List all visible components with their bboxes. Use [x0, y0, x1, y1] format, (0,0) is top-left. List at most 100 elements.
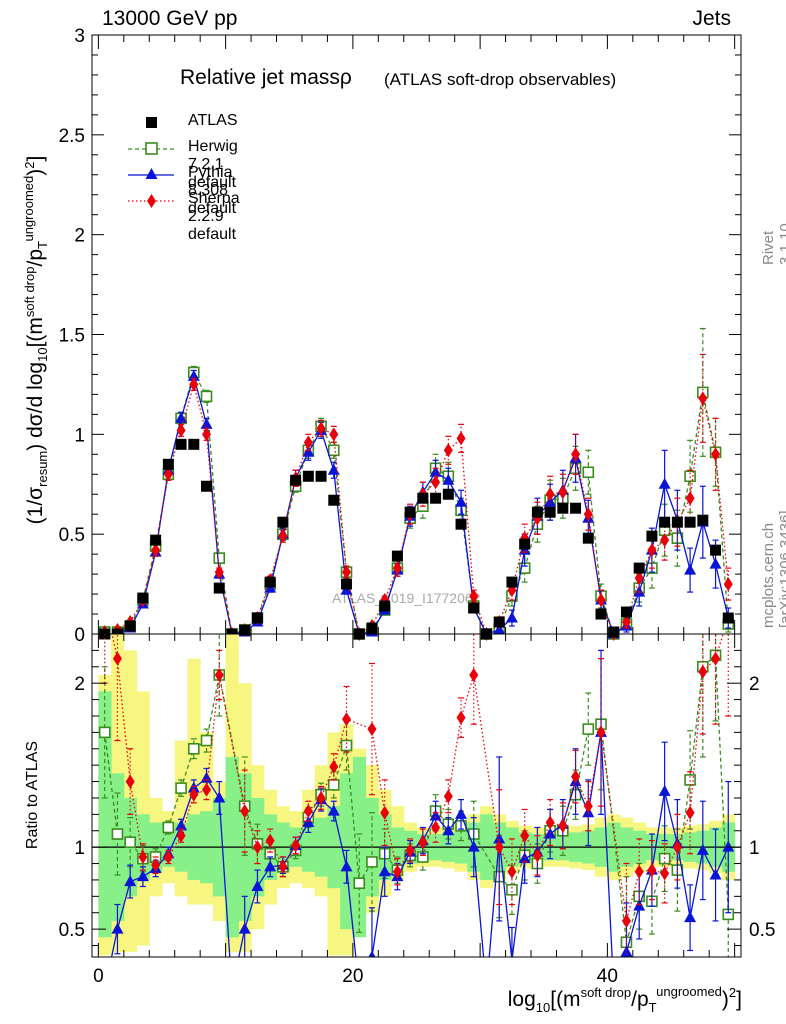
ratio-point-sherpa [125, 774, 135, 789]
ratio-frame [91, 633, 742, 958]
ratio-point-sherpa [112, 651, 122, 666]
data-point-atlas [277, 516, 289, 528]
ratio-point-sherpa [418, 835, 428, 850]
ratio-point-herwig [506, 883, 518, 896]
data-point-atlas [570, 502, 582, 514]
data-point-atlas [379, 600, 391, 612]
header-left-label: 13000 GeV pp [102, 7, 238, 30]
main-y-tick-label: 0.5 [59, 525, 85, 546]
data-point-pythia [684, 563, 697, 575]
data-point-atlas [608, 626, 620, 638]
ratio-point-sherpa [431, 820, 441, 835]
data-point-atlas [684, 516, 696, 528]
data-point-sherpa [202, 427, 212, 442]
data-point-atlas [659, 516, 671, 528]
ratio-point-sherpa [367, 722, 377, 737]
data-point-herwig [213, 552, 226, 564]
data-point-atlas [162, 458, 174, 470]
ratio-point-sherpa [151, 858, 161, 873]
data-point-atlas [531, 506, 543, 518]
data-point-atlas [722, 612, 734, 624]
main-frame [91, 34, 742, 635]
data-point-atlas [251, 612, 263, 624]
data-point-atlas [315, 470, 327, 482]
data-point-sherpa [685, 491, 695, 506]
plot-subtitle: (ATLAS soft-drop observables) [384, 70, 617, 89]
data-point-atlas [188, 438, 200, 450]
ratio-point-sherpa [329, 759, 339, 774]
ratio-point-pythia [709, 868, 722, 880]
ratio-point-herwig [200, 734, 213, 747]
data-point-atlas [442, 488, 454, 500]
ratio-point-sherpa [265, 833, 275, 848]
data-point-atlas [493, 616, 505, 628]
data-point-atlas [455, 518, 467, 530]
data-point-sherpa [431, 475, 441, 490]
data-point-atlas [646, 530, 658, 542]
data-point-atlas [302, 470, 314, 482]
ratio-point-sherpa [278, 859, 288, 874]
ratio-point-sherpa [392, 864, 402, 879]
ratio-point-sherpa [291, 838, 301, 853]
ratio-point-sherpa [634, 864, 644, 879]
header-right-label: Jets [692, 7, 731, 30]
data-point-herwig [327, 444, 340, 457]
data-point-sherpa [596, 593, 606, 608]
data-point-pythia [455, 495, 468, 507]
ratio-point-pythia [442, 824, 455, 836]
data-point-sherpa [711, 447, 721, 462]
ratio-point-sherpa [583, 799, 593, 814]
ratio-point-pythia [213, 791, 226, 803]
ratio-point-sherpa [685, 805, 695, 820]
data-point-sherpa [342, 565, 352, 580]
data-point-sherpa [469, 589, 479, 604]
ratio-y-tick-label-right: 1 [749, 838, 760, 859]
data-point-atlas [391, 550, 403, 562]
x-tick-label: 0 [93, 966, 104, 987]
uncertainty-band-bin [174, 740, 188, 897]
ratio-point-sherpa [303, 804, 313, 819]
ratio-point-sherpa [163, 849, 173, 864]
ratio-point-herwig [124, 836, 136, 849]
data-point-atlas [213, 582, 225, 594]
ratio-point-sherpa [405, 843, 415, 858]
ratio-point-sherpa [672, 840, 682, 855]
data-point-atlas [633, 562, 645, 574]
ratio-point-sherpa [240, 804, 250, 819]
main-panel: 0 0.5 1 1.5 2 2.5 3 [59, 26, 742, 646]
ratio-point-sherpa [316, 790, 326, 805]
ratio-point-herwig [582, 723, 595, 735]
data-point-sherpa [698, 391, 708, 406]
data-point-atlas [519, 538, 531, 550]
main-y-axis-label: (1/σresum) dσ/d log10[(msoft drop/pTungr… [21, 156, 50, 525]
ratio-point-pythia [264, 860, 277, 872]
ratio-point-pythia [722, 840, 735, 852]
data-point-sherpa [647, 543, 657, 558]
data-point-atlas [620, 606, 632, 618]
ratio-point-sherpa [443, 789, 453, 804]
data-point-pythia [442, 473, 455, 485]
data-point-sherpa [151, 543, 161, 558]
data-point-atlas [671, 516, 683, 528]
data-point-atlas [290, 474, 302, 486]
data-point-sherpa [329, 427, 339, 442]
ratio-point-pythia [378, 865, 391, 877]
ratio-point-pythia [238, 922, 251, 934]
data-point-sherpa [303, 435, 313, 450]
data-point-atlas [264, 576, 276, 588]
ratio-point-sherpa [380, 805, 390, 820]
ratio-y-tick-label-right: 0.5 [749, 920, 775, 941]
data-point-herwig [200, 390, 213, 403]
ratio-y-tick-label: 1 [74, 838, 85, 859]
main-y-tick-label: 0 [74, 625, 85, 646]
data-point-sherpa [316, 421, 326, 436]
ratio-point-sherpa [342, 712, 352, 727]
data-point-sherpa [163, 467, 173, 482]
data-point-atlas [175, 438, 187, 450]
data-point-pythia [302, 445, 315, 457]
ratio-point-pythia [340, 860, 353, 872]
ratio-point-pythia [327, 804, 340, 816]
data-point-atlas [595, 608, 607, 620]
data-point-atlas [341, 578, 353, 590]
